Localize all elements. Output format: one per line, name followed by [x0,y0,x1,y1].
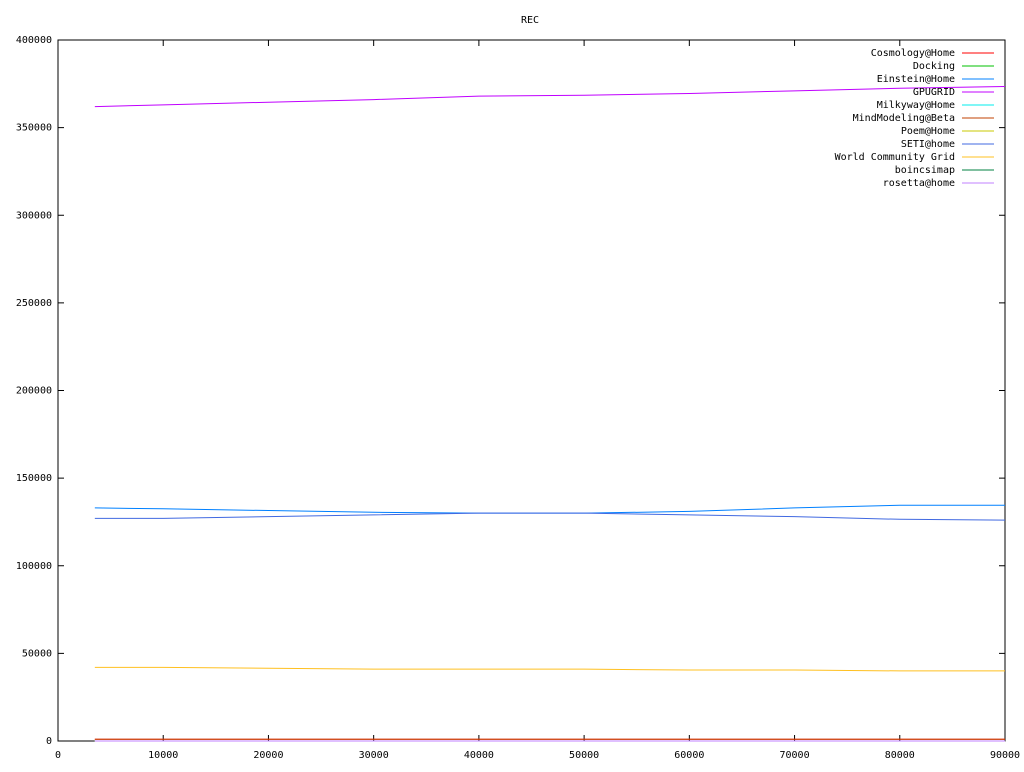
x-tick-label: 90000 [990,750,1020,761]
x-tick-label: 80000 [885,750,915,761]
series-line [94,512,1006,521]
x-tick-label: 30000 [359,750,389,761]
x-tick-label: 50000 [569,750,599,761]
legend-label: GPUGRID [913,87,955,98]
legend-label: MindModeling@Beta [853,113,955,124]
legend-label: World Community Grid [835,152,955,163]
legend-label: Docking [913,61,955,72]
x-tick-label: 20000 [253,750,283,761]
legend-label: rosetta@home [883,178,955,189]
y-tick-label: 300000 [16,210,52,221]
y-tick-label: 200000 [16,386,52,397]
x-tick-label: 10000 [148,750,178,761]
y-tick-label: 150000 [16,473,52,484]
plot-frame [57,39,1006,742]
legend-label: Cosmology@Home [871,48,955,59]
y-tick-label: 350000 [16,123,52,134]
y-tick-label: 50000 [22,648,52,659]
x-tick-label: 0 [55,750,61,761]
y-tick-label: 100000 [16,561,52,572]
legend-label: Einstein@Home [877,74,955,85]
series-line [94,85,1006,108]
legend-label: Poem@Home [901,126,955,137]
y-tick-label: 250000 [16,298,52,309]
series-line [94,504,1005,514]
series-line [94,666,1005,672]
x-tick-label: 40000 [464,750,494,761]
legend-label: SETI@home [901,139,955,150]
chart-title: REC [521,15,539,26]
x-tick-label: 70000 [780,750,810,761]
y-tick-label: 400000 [16,35,52,46]
legend-label: Milkyway@Home [877,100,955,111]
y-tick-label: 0 [46,736,52,747]
x-tick-label: 60000 [674,750,704,761]
legend-label: boincsimap [895,165,955,176]
